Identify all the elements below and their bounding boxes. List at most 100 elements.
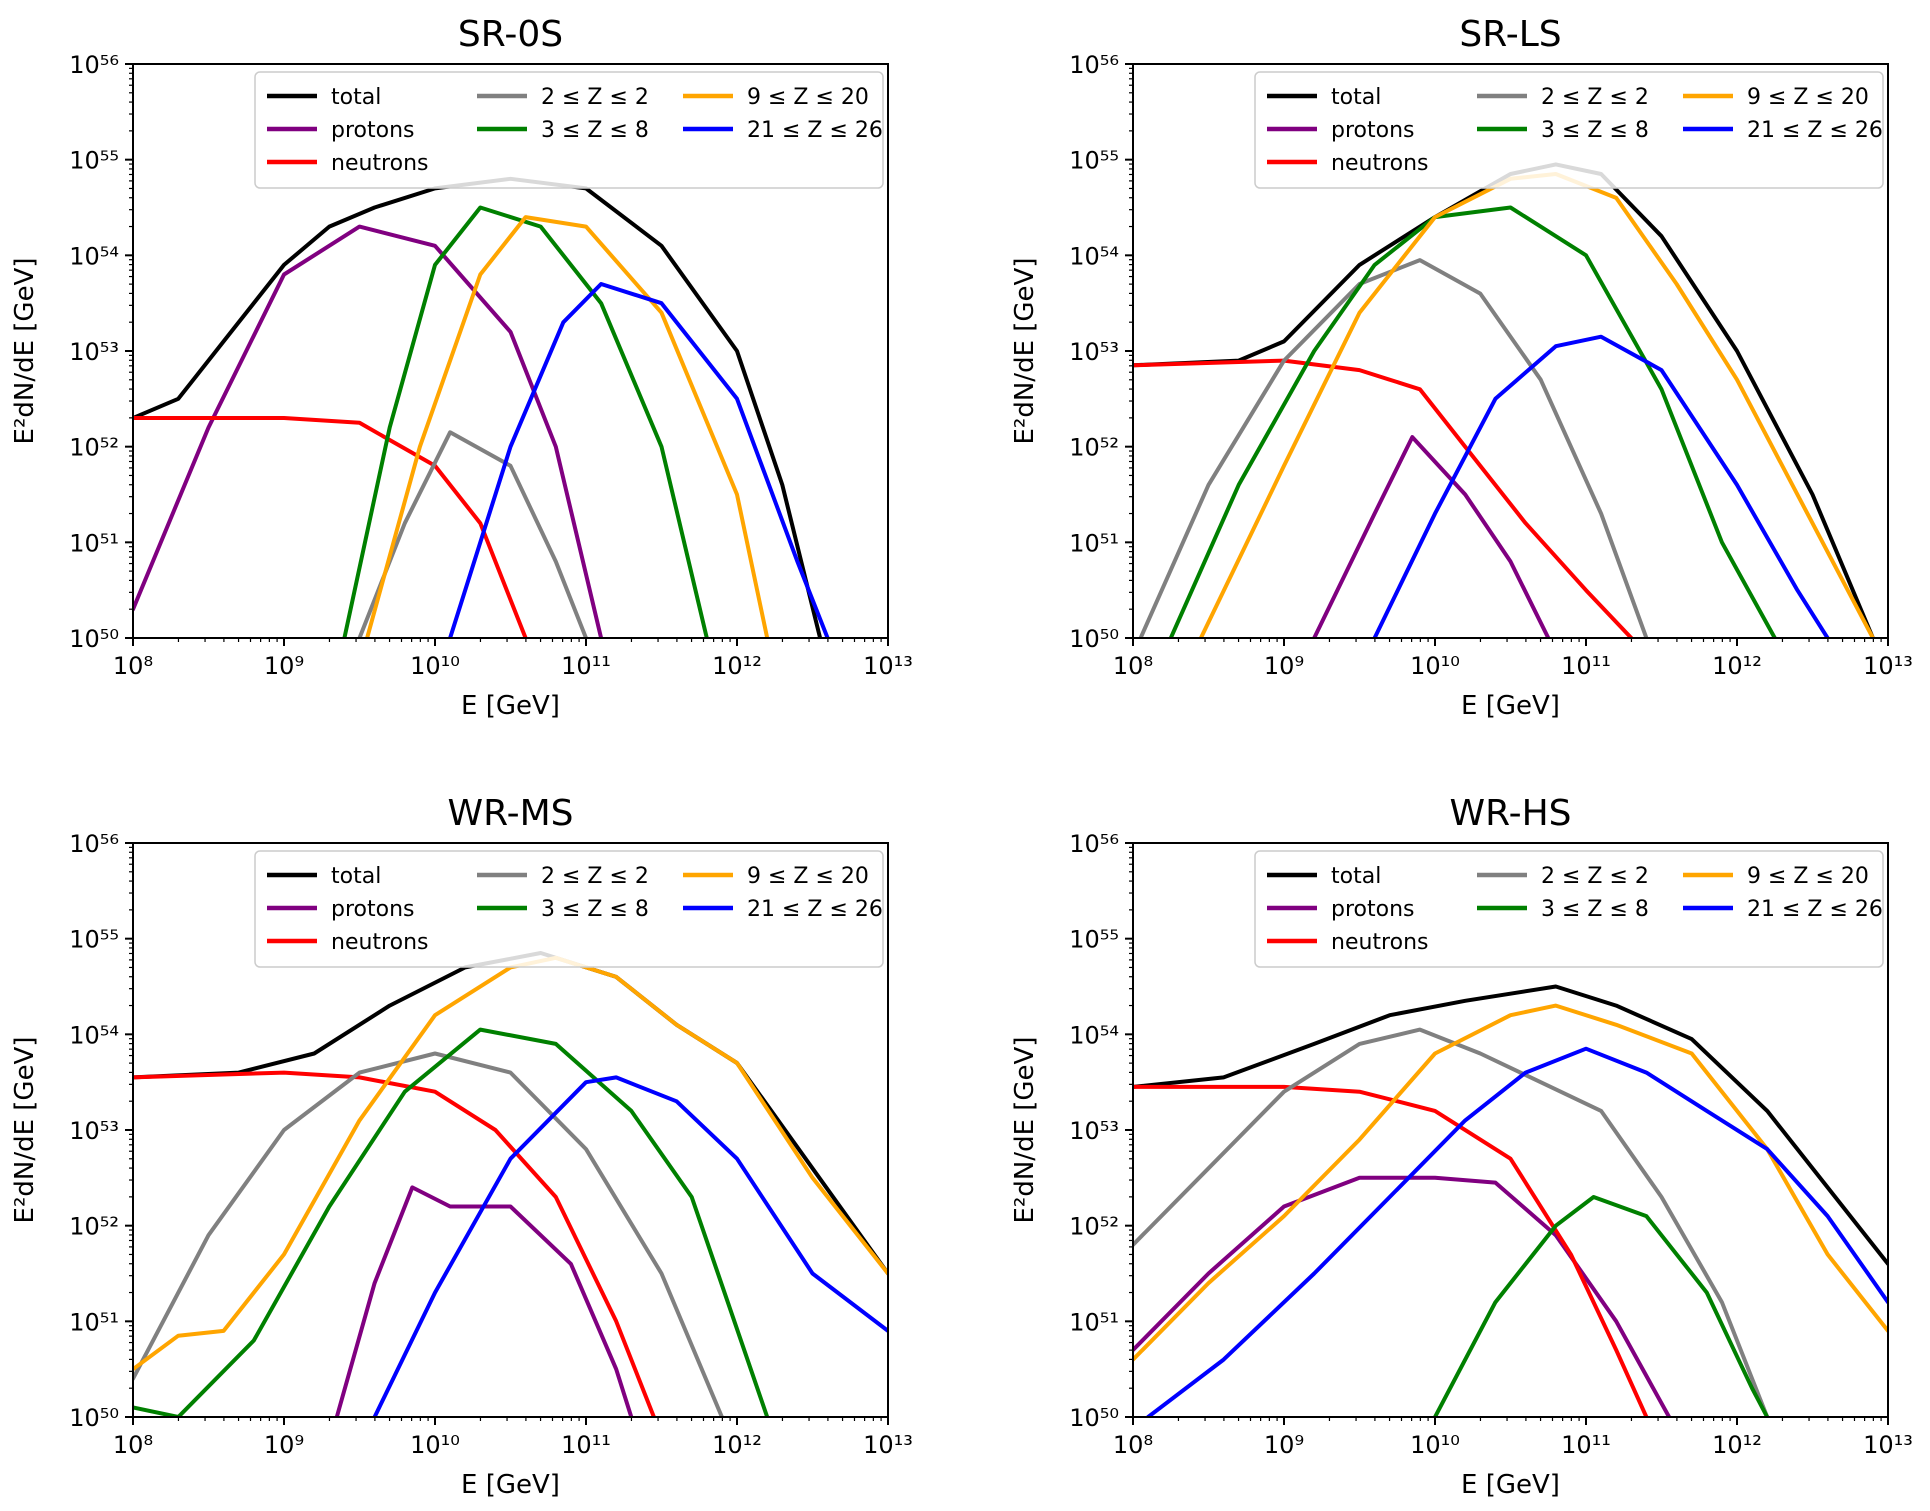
- x-tick-label: 10¹¹: [1561, 652, 1611, 680]
- legend-label: 2 ≤ Z ≤ 2: [541, 85, 649, 110]
- legend-item: neutrons: [267, 151, 428, 176]
- series-line-3: [133, 416, 528, 638]
- x-tick-label: 10¹²: [1712, 1431, 1762, 1459]
- x-tick-label: 10¹⁰: [1410, 652, 1460, 680]
- series-line-1: [1133, 162, 1875, 638]
- series-line-1: [1133, 984, 1888, 1266]
- legend: total protons neutrons 2 ≤ Z ≤ 2 3 ≤ Z ≤ 8 9 …: [1254, 850, 1884, 968]
- series-line-7: [372, 1075, 888, 1417]
- legend: total protons neutrons 2 ≤ Z ≤ 2 3 ≤ Z ≤ 8 9 …: [254, 850, 884, 968]
- legend-label: 9 ≤ Z ≤ 20: [1747, 85, 1869, 110]
- legend-label: total: [1331, 85, 1381, 110]
- x-tick-label: 10¹¹: [561, 652, 611, 680]
- x-tick-label: 10¹³: [863, 652, 913, 680]
- x-axis-label: E [GeV]: [1461, 1470, 1560, 1500]
- y-tick-label: 10⁵¹: [1069, 1308, 1119, 1336]
- legend-item: 9 ≤ Z ≤ 20: [1683, 864, 1869, 889]
- x-tick-label: 10⁹: [264, 1431, 304, 1459]
- y-axis-label: E²dN/dE [GeV]: [1010, 1037, 1040, 1224]
- chart-panel-4: 10⁸ 10⁹ 10¹⁰ 10¹¹ 10¹² 10¹³ 10⁵⁰ 10⁵¹ 10⁵² 10⁵³ 10…: [1010, 793, 1913, 1500]
- legend-label: 3 ≤ Z ≤ 8: [1541, 897, 1649, 922]
- y-tick-label: 10⁵²: [1069, 434, 1119, 462]
- x-tick-label: 10¹²: [712, 1431, 762, 1459]
- panel-title: WR-MS: [447, 793, 573, 834]
- y-tick-label: 10⁵⁵: [1069, 926, 1119, 954]
- y-axis-label: E²dN/dE [GeV]: [10, 1037, 40, 1224]
- legend-item: 3 ≤ Z ≤ 8: [477, 118, 649, 143]
- legend-item: 21 ≤ Z ≤ 26: [683, 118, 883, 143]
- legend-item: 2 ≤ Z ≤ 2: [1477, 85, 1649, 110]
- x-tick-label: 10¹⁰: [410, 652, 460, 680]
- series-line-7: [448, 282, 830, 638]
- y-tick-label: 10⁵⁴: [1069, 1021, 1119, 1049]
- y-tick-label: 10⁵⁵: [69, 147, 119, 175]
- series-line-5: [133, 1027, 770, 1417]
- legend-label: 2 ≤ Z ≤ 2: [1541, 864, 1649, 889]
- legend-item: 3 ≤ Z ≤ 8: [1477, 118, 1649, 143]
- y-tick-label: 10⁵³: [69, 338, 119, 366]
- legend-item: neutrons: [1267, 930, 1428, 955]
- y-tick-label: 10⁵⁴: [1069, 242, 1119, 270]
- legend-box: [1254, 850, 1884, 968]
- y-tick-label: 10⁵⁶: [1069, 830, 1119, 858]
- legend-label: 9 ≤ Z ≤ 20: [1747, 864, 1869, 889]
- legend-item: 21 ≤ Z ≤ 26: [1683, 118, 1883, 143]
- legend-box: [1254, 71, 1884, 189]
- legend-item: 9 ≤ Z ≤ 20: [683, 864, 869, 889]
- y-tick-label: 10⁵⁵: [1069, 147, 1119, 175]
- panel-title: WR-HS: [1449, 793, 1571, 834]
- x-tick-label: 10⁸: [1113, 1431, 1153, 1459]
- legend-label: 21 ≤ Z ≤ 26: [747, 118, 883, 143]
- series-line-3: [133, 1070, 656, 1417]
- legend-item: 9 ≤ Z ≤ 20: [1683, 85, 1869, 110]
- x-axis-label: E [GeV]: [461, 1470, 560, 1500]
- x-tick-label: 10¹⁰: [1410, 1431, 1460, 1459]
- y-tick-label: 10⁵¹: [69, 1308, 119, 1336]
- legend-item: total: [267, 85, 381, 110]
- legend-label: neutrons: [331, 930, 428, 955]
- legend-label: total: [331, 85, 381, 110]
- series-line-2: [1133, 1175, 1672, 1417]
- y-tick-label: 10⁵⁵: [69, 926, 119, 954]
- series-line-6: [365, 215, 770, 638]
- legend-label: protons: [331, 118, 414, 143]
- legend-item: 9 ≤ Z ≤ 20: [683, 85, 869, 110]
- chart-panel-1: 10⁸ 10⁹ 10¹⁰ 10¹¹ 10¹² 10¹³ 10⁵⁰ 10⁵¹ 10⁵² 10⁵³ 10…: [10, 14, 913, 721]
- legend-label: neutrons: [331, 151, 428, 176]
- y-tick-label: 10⁵²: [1069, 1213, 1119, 1241]
- series-line-5: [1433, 1195, 1770, 1417]
- y-tick-label: 10⁵⁴: [69, 242, 119, 270]
- series-line-3: [1133, 1084, 1649, 1417]
- chart-panel-3: 10⁸ 10⁹ 10¹⁰ 10¹¹ 10¹² 10¹³ 10⁵⁰ 10⁵¹ 10⁵² 10⁵³ 10…: [10, 793, 913, 1500]
- legend-label: 21 ≤ Z ≤ 26: [1747, 897, 1883, 922]
- y-tick-label: 10⁵²: [69, 434, 119, 462]
- legend-label: total: [1331, 864, 1381, 889]
- x-tick-label: 10⁹: [1264, 1431, 1304, 1459]
- y-tick-label: 10⁵⁰: [69, 625, 119, 653]
- legend-label: total: [331, 864, 381, 889]
- legend-item: protons: [1267, 897, 1414, 922]
- y-tick-label: 10⁵⁶: [1069, 51, 1119, 79]
- legend: total protons neutrons 2 ≤ Z ≤ 2 3 ≤ Z ≤ 8 9 …: [1254, 71, 1884, 189]
- legend-item: 3 ≤ Z ≤ 8: [1477, 897, 1649, 922]
- series-line-5: [1168, 205, 1777, 638]
- series-line-6: [1198, 172, 1875, 638]
- legend-label: neutrons: [1331, 151, 1428, 176]
- legend-box: [254, 71, 884, 189]
- series-line-4: [1133, 1027, 1770, 1417]
- legend-item: total: [1267, 85, 1381, 110]
- x-tick-label: 10⁹: [264, 652, 304, 680]
- y-tick-label: 10⁵⁰: [1069, 1404, 1119, 1432]
- legend-label: 2 ≤ Z ≤ 2: [1541, 85, 1649, 110]
- series-line-6: [133, 955, 888, 1372]
- series-line-4: [1138, 258, 1649, 638]
- x-tick-label: 10¹⁰: [410, 1431, 460, 1459]
- series-line-3: [1133, 358, 1634, 638]
- legend-item: 2 ≤ Z ≤ 2: [477, 864, 649, 889]
- legend-label: 21 ≤ Z ≤ 26: [1747, 118, 1883, 143]
- x-tick-label: 10⁹: [1264, 652, 1304, 680]
- panel-title: SR-LS: [1459, 14, 1561, 55]
- legend-item: neutrons: [1267, 151, 1428, 176]
- series-group: [1133, 162, 1875, 638]
- x-tick-label: 10¹³: [1863, 1431, 1913, 1459]
